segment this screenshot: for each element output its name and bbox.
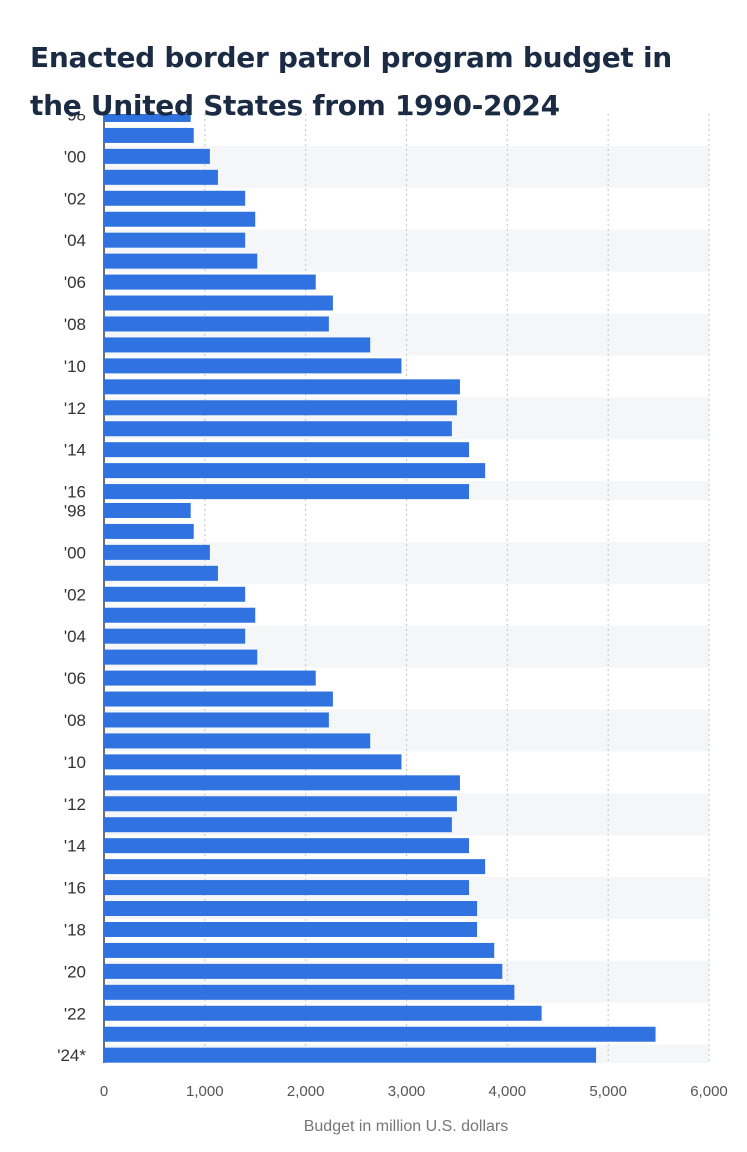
chart-title: Enacted border patrol program budget in … bbox=[30, 41, 672, 122]
bar-07-seg1 bbox=[104, 295, 333, 311]
bar-01-seg2 bbox=[104, 565, 218, 581]
y-tick-label: '16 bbox=[64, 483, 86, 502]
bar-98-seg2 bbox=[104, 502, 191, 518]
bar-99-seg1 bbox=[104, 127, 194, 143]
bar-15-seg1 bbox=[104, 463, 486, 479]
bar-10-seg1 bbox=[104, 358, 402, 374]
y-tick-label: '16 bbox=[64, 879, 86, 898]
bar-12-seg1 bbox=[104, 400, 457, 416]
bar-12-seg2 bbox=[104, 796, 457, 812]
bar-02-seg1 bbox=[104, 190, 246, 206]
x-tick-label: 3,000 bbox=[388, 1083, 426, 1100]
bar-99-seg2 bbox=[104, 523, 194, 539]
y-tick-label: '14 bbox=[64, 837, 86, 856]
y-tick-labels: '98'00'02'04'06'08'10'12'14'16'98'00'02'… bbox=[0, 96, 747, 1065]
bar-02-seg2 bbox=[104, 586, 246, 602]
y-tick-label: '18 bbox=[64, 920, 86, 939]
y-tick-label: '08 bbox=[64, 711, 86, 730]
bar-18-seg2 bbox=[104, 921, 478, 937]
bar-16-seg2 bbox=[104, 880, 470, 896]
bar-08-seg2 bbox=[104, 712, 329, 728]
x-tick-labels: 0 1,000 2,000 3,000 4,000 5,000 6,000 bbox=[100, 1083, 728, 1100]
bar-20-seg2 bbox=[104, 963, 503, 979]
bar-04-seg2 bbox=[104, 628, 246, 644]
bar-09-seg1 bbox=[104, 337, 371, 353]
bar-07-seg2 bbox=[104, 691, 333, 707]
bar-13-seg1 bbox=[104, 421, 452, 437]
bar-11-seg1 bbox=[104, 379, 460, 395]
bar-06-seg2 bbox=[104, 670, 316, 686]
bar-11-seg2 bbox=[104, 775, 460, 791]
x-tick-label: 4,000 bbox=[489, 1083, 527, 1100]
y-tick-label: '10 bbox=[64, 753, 86, 772]
y-tick-label: '08 bbox=[64, 315, 86, 334]
bar-98-seg1 bbox=[104, 114, 191, 122]
bar-24-seg2 bbox=[104, 1047, 597, 1063]
bar-01-seg1 bbox=[104, 169, 218, 185]
bar-00-seg1 bbox=[104, 148, 210, 164]
bar-06-seg1 bbox=[104, 274, 316, 290]
y-tick-label: '00 bbox=[64, 543, 86, 562]
y-tick-label: '14 bbox=[64, 441, 86, 460]
bar-03-seg2 bbox=[104, 607, 256, 623]
y-tick-label: '04 bbox=[64, 627, 86, 646]
y-tick-label: '98 bbox=[64, 501, 86, 520]
x-tick-label: 5,000 bbox=[589, 1083, 627, 1100]
bar-05-seg2 bbox=[104, 649, 258, 665]
bar-05-seg1 bbox=[104, 253, 258, 269]
bar-17-seg2 bbox=[104, 901, 478, 917]
bar-13-seg2 bbox=[104, 817, 452, 833]
y-tick-label: '04 bbox=[64, 231, 86, 250]
y-tick-label: '24* bbox=[57, 1046, 86, 1065]
y-tick-label: '10 bbox=[64, 357, 86, 376]
bar-03-seg1 bbox=[104, 211, 256, 227]
bar-14-seg1 bbox=[104, 442, 470, 458]
title-backdrop bbox=[0, 96, 747, 114]
bar-04-seg1 bbox=[104, 232, 246, 248]
x-tick-label: 2,000 bbox=[287, 1083, 325, 1100]
y-tick-label: '00 bbox=[64, 147, 86, 166]
y-tick-label: '12 bbox=[64, 399, 86, 418]
y-tick-label: '06 bbox=[64, 669, 86, 688]
bar-15-seg2 bbox=[104, 859, 486, 875]
bar-14-seg2 bbox=[104, 838, 470, 854]
x-tick-label: 0 bbox=[100, 1083, 108, 1100]
y-tick-label: '02 bbox=[64, 189, 86, 208]
x-tick-label: 6,000 bbox=[690, 1083, 728, 1100]
bar-08-seg1 bbox=[104, 316, 329, 332]
x-tick-label: 1,000 bbox=[186, 1083, 224, 1100]
y-tick-label: '06 bbox=[64, 273, 86, 292]
bars bbox=[104, 114, 656, 1063]
y-tick-label: '12 bbox=[64, 795, 86, 814]
bar-10-seg2 bbox=[104, 754, 402, 770]
y-tick-label: '20 bbox=[64, 962, 86, 981]
bar-19-seg2 bbox=[104, 942, 495, 958]
bar-22-seg2 bbox=[104, 1005, 542, 1021]
bar-09-seg2 bbox=[104, 733, 371, 749]
y-tick-label: '22 bbox=[64, 1004, 86, 1023]
bar-16-seg1 bbox=[104, 484, 470, 500]
bar-21-seg2 bbox=[104, 984, 515, 1000]
bar-23-seg2 bbox=[104, 1026, 656, 1042]
y-tick-label: '02 bbox=[64, 585, 86, 604]
bar-00-seg2 bbox=[104, 544, 210, 560]
x-axis-label: Budget in million U.S. dollars bbox=[304, 1118, 509, 1135]
